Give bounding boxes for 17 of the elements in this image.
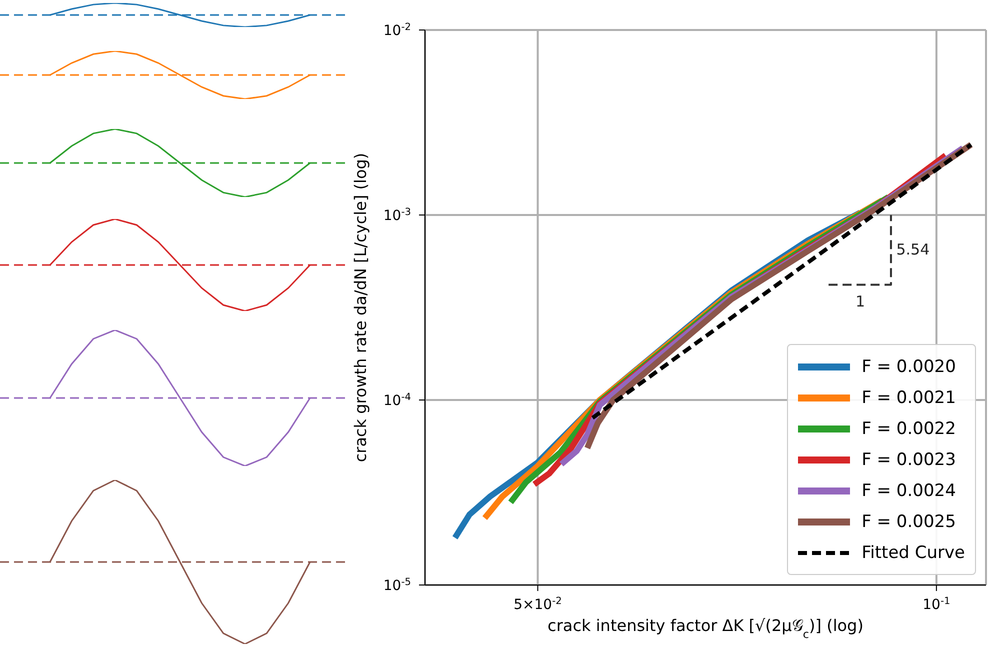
legend-label: F = 0.0022 <box>862 418 956 438</box>
legend-label: F = 0.0025 <box>862 512 956 532</box>
annotation: 5.54 <box>896 240 930 259</box>
y-axis-title: crack growth rate da/dN [L/cycle] (log) <box>351 152 370 462</box>
y-tick-label: 10$^{-5}$ <box>383 576 411 594</box>
annotation: 1 <box>856 292 866 311</box>
legend-label: F = 0.0021 <box>862 388 956 408</box>
legend-label: F = 0.0023 <box>862 450 956 470</box>
legend-label: F = 0.0020 <box>862 356 956 376</box>
y-tick-label: 10$^{-3}$ <box>383 206 411 224</box>
x-tick-label: 10$^{-1}$ <box>922 596 950 613</box>
y-tick-label: 10$^{-2}$ <box>383 22 411 39</box>
y-tick-label: 10$^{-4}$ <box>383 392 411 409</box>
legend-label: Fitted Curve <box>862 542 965 562</box>
x-axis-title: crack intensity factor ΔK [√(2μ𝒢$_{c}$)] (log) <box>548 616 864 640</box>
x-tick-label: 5×10$^{-2}$ <box>514 596 562 613</box>
legend-label: F = 0.0024 <box>862 480 956 500</box>
